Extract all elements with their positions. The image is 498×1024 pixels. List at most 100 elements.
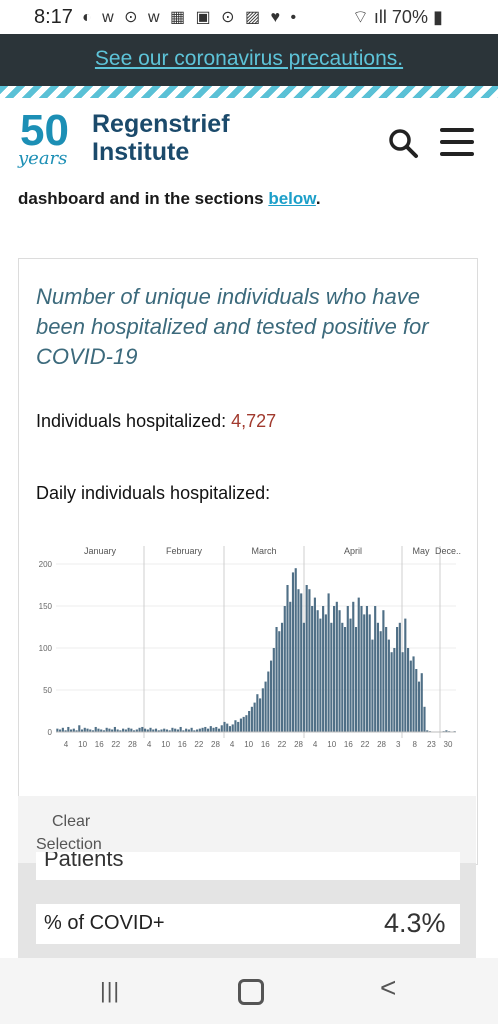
- y-tick-label: 150: [39, 602, 53, 611]
- chart-bar: [165, 729, 169, 732]
- chart-bar: [69, 729, 73, 732]
- chart-bar: [343, 627, 347, 732]
- logo-50-mark[interactable]: 50: [20, 106, 69, 155]
- menu-button[interactable]: [440, 128, 474, 158]
- system-status-icons: ⌔ ıll 70% ▮: [352, 7, 443, 27]
- x-tick-label: 10: [327, 740, 336, 749]
- banner-stripe: [0, 86, 498, 98]
- chart-bar: [289, 601, 292, 732]
- chart-bar: [141, 726, 144, 732]
- daily-hospitalized-chart[interactable]: 200 150 100 50 0 January February March April May…: [18, 536, 476, 758]
- hamburger-icon: [440, 128, 474, 132]
- x-tick-label: 10: [244, 740, 253, 749]
- y-tick-label: 200: [39, 560, 53, 569]
- chart-bar: [412, 656, 415, 732]
- chart-bar: [234, 720, 237, 732]
- chart-bar: [174, 728, 177, 732]
- x-tick-label: 22: [111, 740, 120, 749]
- chart-bar: [280, 622, 284, 732]
- chart-bar: [371, 639, 374, 732]
- x-tick-label: 16: [95, 740, 104, 749]
- x-tick-label: 22: [361, 740, 370, 749]
- chart-bar: [365, 606, 369, 732]
- x-tick-label: 28: [128, 740, 137, 749]
- chart-bar: [220, 725, 223, 732]
- chart-bar: [393, 648, 396, 732]
- chart-bar: [89, 729, 92, 732]
- chart-bar: [250, 706, 253, 732]
- chart-bar: [228, 726, 232, 732]
- chart-bar: [291, 572, 295, 732]
- chart-bar: [423, 706, 426, 732]
- status-bar: [0, 0, 498, 34]
- chart-bar: [226, 723, 229, 732]
- dashboard-card: [18, 258, 478, 865]
- chart-bar: [196, 729, 199, 732]
- chart-bar: [382, 610, 385, 732]
- month-label: March: [251, 546, 276, 556]
- chart-bar: [302, 622, 306, 732]
- clear-selection-button[interactable]: Clear Selection: [36, 813, 102, 853]
- chart-bar: [111, 729, 114, 732]
- y-tick-label: 0: [48, 728, 53, 737]
- chart-bar: [119, 730, 122, 732]
- chart-bar: [297, 589, 300, 732]
- chart-bar: [322, 606, 325, 732]
- chart-bar: [396, 627, 399, 732]
- chart-bar: [363, 614, 366, 732]
- hospitalized-total: Individuals hospitalized: 4,727: [36, 411, 277, 431]
- chart-bar: [245, 715, 248, 732]
- back-icon[interactable]: <: [380, 972, 397, 1003]
- y-tick-label: 100: [39, 644, 53, 653]
- chart-bar: [237, 721, 240, 732]
- chart-bar: [179, 726, 182, 732]
- chart-bar: [64, 730, 67, 732]
- android-nav-bar: [0, 958, 498, 1024]
- chart-bar: [259, 698, 262, 732]
- chart-bar: [390, 652, 393, 732]
- chart-bar: [133, 730, 136, 732]
- below-link[interactable]: below: [268, 189, 316, 208]
- chart-bar: [385, 627, 388, 732]
- coronavirus-precautions-link[interactable]: See our coronavirus precautions.: [94, 47, 404, 70]
- month-label: January: [84, 546, 117, 556]
- pct-covid-row: [36, 904, 460, 944]
- chart-bar: [83, 727, 86, 732]
- daily-label: Daily individuals hospitalized:: [36, 483, 271, 503]
- chart-bar: [283, 606, 286, 732]
- x-tick-label: 4: [313, 740, 318, 749]
- x-tick-label: 22: [194, 740, 203, 749]
- home-icon[interactable]: [238, 979, 264, 1005]
- chart-bar: [445, 730, 448, 732]
- chart-bar: [102, 730, 106, 732]
- logo-wordmark[interactable]: Regenstrief Institute: [92, 110, 230, 166]
- chart-bar: [157, 730, 160, 732]
- chart-bar: [75, 730, 78, 732]
- chart-bar: [127, 727, 130, 732]
- search-button[interactable]: [386, 126, 420, 160]
- chart-bar: [313, 597, 316, 732]
- chart-bar: [335, 601, 338, 732]
- chart-bar: [415, 669, 418, 732]
- site-header: [0, 98, 498, 188]
- chart-bar: [185, 728, 188, 732]
- chart-bar: [201, 727, 204, 732]
- recent-apps-icon[interactable]: |||: [100, 978, 121, 1003]
- intro-text: dashboard and in the sections below.: [18, 189, 321, 208]
- chart-bar: [105, 727, 108, 732]
- chart-bar: [341, 622, 344, 732]
- chart-bar: [374, 606, 377, 732]
- coronavirus-banner: [0, 34, 498, 86]
- x-tick-label: 16: [344, 740, 353, 749]
- patients-header: Patients: [36, 852, 460, 880]
- logo-line-1: Regenstrief: [92, 110, 230, 138]
- chart-bar: [217, 728, 221, 732]
- chart-bar: [193, 730, 196, 732]
- chart-bar: [338, 610, 341, 732]
- chart-bar: [171, 727, 174, 732]
- card-title: Number of unique individuals who have be…: [36, 284, 429, 369]
- chart-bar: [116, 729, 119, 732]
- chart-bar: [124, 729, 127, 732]
- x-tick-label: 30: [444, 740, 453, 749]
- chart-bar: [267, 671, 270, 732]
